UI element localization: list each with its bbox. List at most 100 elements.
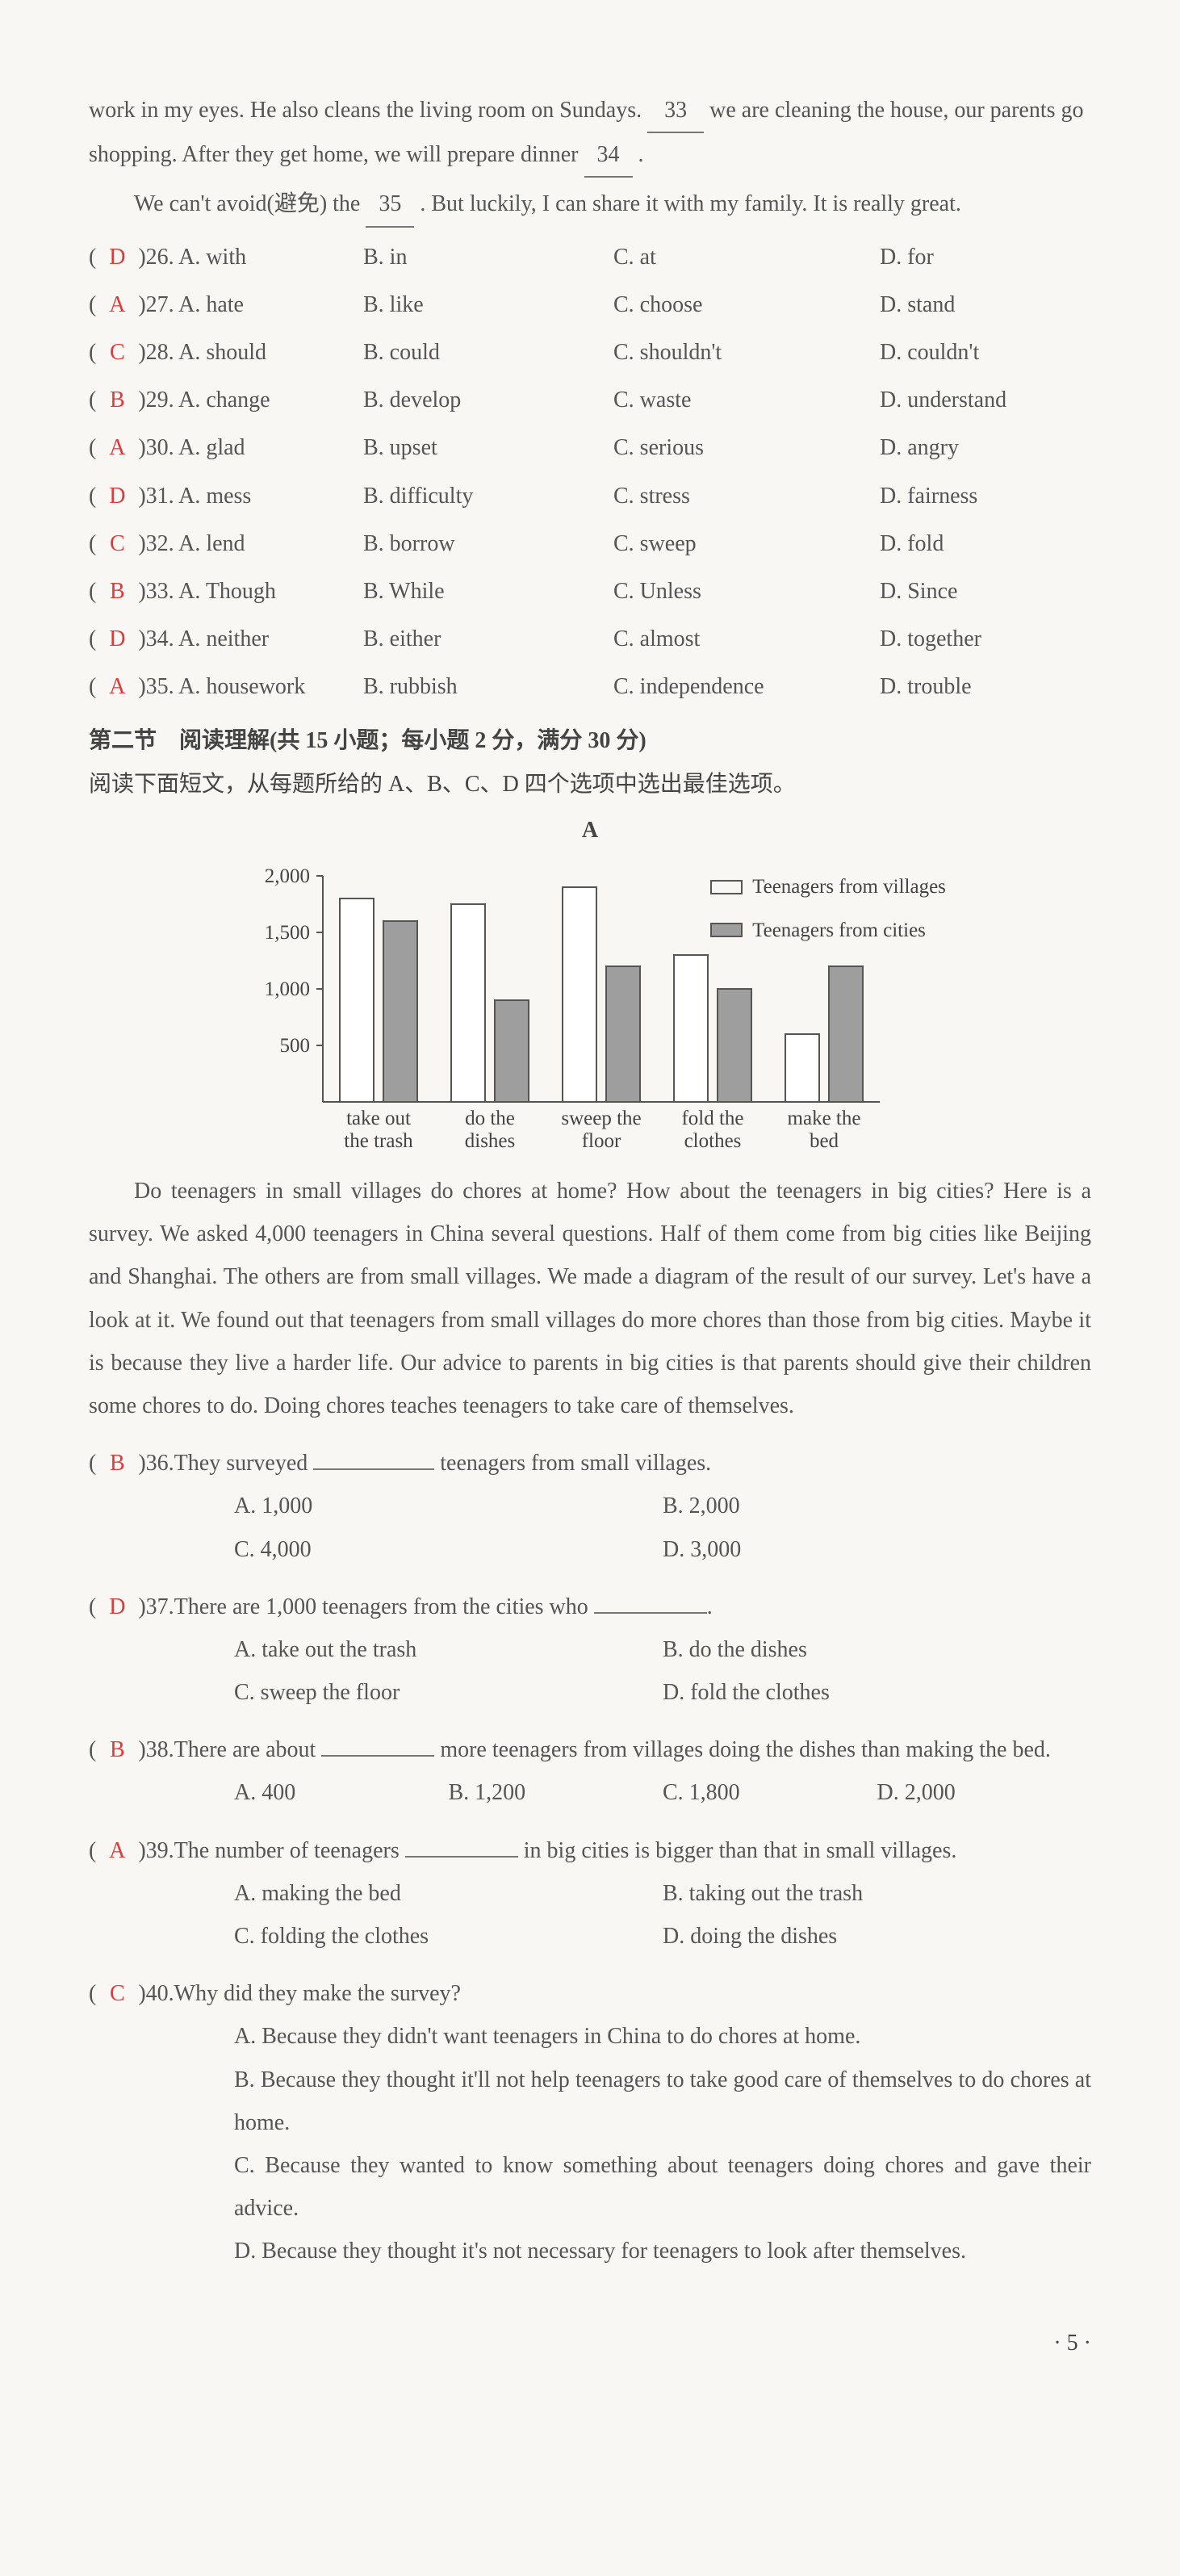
q36-options: A. 1,000 B. 2,000 C. 4,000 D. 3,000 <box>234 1485 1091 1570</box>
legend-swatch-open <box>710 880 743 894</box>
q39-opt-d: D. doing the dishes <box>663 1915 1091 1958</box>
question-38: ( B )38. There are about more teenagers … <box>89 1728 1091 1814</box>
mc-29-answer: B <box>102 379 132 421</box>
q40-options: A. Because they didn't want teenagers in… <box>234 2015 1091 2272</box>
q37-stem-a: There are 1,000 teenagers from the citie… <box>174 1594 594 1619</box>
q40-answer: C <box>102 1972 132 2015</box>
mc-31-a: ( D )31. A. mess <box>89 475 363 517</box>
mc-29-c: C. waste <box>613 379 880 421</box>
q37-head: ( D )37. <box>89 1585 174 1628</box>
mc-27-answer: A <box>102 283 132 326</box>
q40-opt-d: D. Because they thought it's not necessa… <box>234 2230 1091 2272</box>
q40-opt-a: A. Because they didn't want teenagers in… <box>234 2015 1091 2058</box>
q39-head: ( A )39. <box>89 1829 174 1872</box>
q39-opt-b: B. taking out the trash <box>663 1872 1091 1915</box>
mc-30-c: C. serious <box>613 426 880 469</box>
q38-opt-a: A. 400 <box>234 1771 449 1814</box>
mc-29-d: D. understand <box>880 379 1091 421</box>
mc-32-c: C. sweep <box>613 522 880 565</box>
svg-text:fold the: fold the <box>682 1108 744 1129</box>
q39-opt-a: A. making the bed <box>234 1872 663 1915</box>
section-instructions: 阅读下面短文，从每题所给的 A、B、C、D 四个选项中选出最佳选项。 <box>89 763 1091 806</box>
q36-stem-b: teenagers from small villages. <box>434 1451 711 1476</box>
svg-text:bed: bed <box>810 1130 839 1152</box>
mc-30-answer: A <box>102 426 132 469</box>
mc-30-d: D. angry <box>880 426 1091 469</box>
question-39: ( A )39. The number of teenagers in big … <box>89 1829 1091 1958</box>
page-number: · 5 · <box>89 2322 1091 2364</box>
svg-text:floor: floor <box>582 1130 621 1152</box>
mc-27-c: C. choose <box>613 283 880 326</box>
svg-text:sweep the: sweep the <box>561 1108 641 1129</box>
mc-32-answer: C <box>102 522 132 565</box>
q37-opt-b: B. do the dishes <box>663 1628 1091 1671</box>
svg-text:dishes: dishes <box>465 1130 516 1152</box>
q38-options: A. 400 B. 1,200 C. 1,800 D. 2,000 <box>234 1771 1091 1814</box>
legend-label-villages: Teenagers from villages <box>752 868 946 907</box>
q38-head: ( B )38. <box>89 1728 174 1771</box>
mc-28-answer: C <box>102 331 132 374</box>
q37-number: 37 <box>146 1594 169 1619</box>
q37-stem-b: . <box>707 1594 713 1619</box>
mc-27-d: D. stand <box>880 283 1091 326</box>
mc-32-a: ( C )32. A. lend <box>89 522 363 565</box>
q36-opt-c: C. 4,000 <box>234 1528 663 1571</box>
svg-text:the trash: the trash <box>344 1130 413 1152</box>
question-36: ( B )36. They surveyed teenagers from sm… <box>89 1442 1091 1571</box>
mc-35-c: C. independence <box>613 665 880 708</box>
cloze-paragraph-1: work in my eyes. He also cleans the livi… <box>89 89 1091 178</box>
cloze-paragraph-2: We can't avoid(避免) the 35 . But luckily,… <box>89 182 1091 227</box>
q38-number: 38 <box>146 1737 169 1762</box>
q38-answer: B <box>102 1728 132 1771</box>
mc-27-b: B. like <box>363 283 613 326</box>
legend-label-cities: Teenagers from cities <box>752 911 926 950</box>
q36-opt-a: A. 1,000 <box>234 1485 663 1527</box>
mc-26-c: C. at <box>613 236 880 279</box>
q39-opt-c: C. folding the clothes <box>234 1915 663 1958</box>
blank <box>321 1755 434 1757</box>
cloze-text: . But luckily, I can share it with my fa… <box>420 191 961 216</box>
mc-options-grid: ( D )26. A. withB. inC. atD. for( A )27.… <box>89 236 1091 709</box>
q37-opt-d: D. fold the clothes <box>663 1671 1091 1714</box>
svg-text:1,000: 1,000 <box>265 978 310 1000</box>
question-37: ( D )37. There are 1,000 teenagers from … <box>89 1585 1091 1715</box>
mc-34-b: B. either <box>363 618 613 660</box>
mc-33-d: D. Since <box>880 570 1091 613</box>
q40-opt-b: B. Because they thought it'll not help t… <box>234 2059 1091 2144</box>
mc-31-answer: D <box>102 475 132 517</box>
q36-stem: They surveyed teenagers from small villa… <box>174 1442 1091 1485</box>
blank-34: 34 <box>584 133 633 178</box>
svg-text:clothes: clothes <box>684 1130 742 1152</box>
mc-34-a: ( D )34. A. neither <box>89 618 363 660</box>
page: work in my eyes. He also cleans the livi… <box>0 0 1180 2576</box>
q38-stem-b: more teenagers from villages doing the d… <box>434 1737 1051 1762</box>
svg-text:500: 500 <box>280 1035 311 1057</box>
mc-33-answer: B <box>102 570 132 613</box>
mc-35-answer: A <box>102 665 132 708</box>
q39-stem-a: The number of teenagers <box>174 1838 405 1863</box>
mc-26-d: D. for <box>880 236 1091 279</box>
mc-32-d: D. fold <box>880 522 1091 565</box>
q39-stem-b: in big cities is bigger than that in sma… <box>518 1838 957 1863</box>
mc-27-a: ( A )27. A. hate <box>89 283 363 326</box>
q38-stem-a: There are about <box>174 1737 322 1762</box>
mc-35-d: D. trouble <box>880 665 1091 708</box>
mc-33-c: C. Unless <box>613 570 880 613</box>
mc-28-d: D. couldn't <box>880 331 1091 374</box>
passage-a-label: A <box>89 809 1091 852</box>
q38-opt-d: D. 2,000 <box>877 1771 1092 1814</box>
mc-31-c: C. stress <box>613 475 880 517</box>
mc-34-d: D. together <box>880 618 1091 660</box>
chart-legend: Teenagers from villages Teenagers from c… <box>710 868 946 949</box>
q36-number: 36 <box>146 1451 169 1476</box>
q39-options: A. making the bed B. taking out the tras… <box>234 1872 1091 1958</box>
q38-opt-b: B. 1,200 <box>449 1771 663 1814</box>
q37-stem: There are 1,000 teenagers from the citie… <box>174 1585 1091 1628</box>
blank-35: 35 <box>366 182 414 227</box>
mc-33-b: B. While <box>363 570 613 613</box>
legend-villages: Teenagers from villages <box>710 868 946 907</box>
q40-number: 40 <box>146 1981 169 2006</box>
q37-opt-c: C. sweep the floor <box>234 1671 663 1714</box>
q36-answer: B <box>102 1442 132 1485</box>
q37-opt-a: A. take out the trash <box>234 1628 663 1671</box>
